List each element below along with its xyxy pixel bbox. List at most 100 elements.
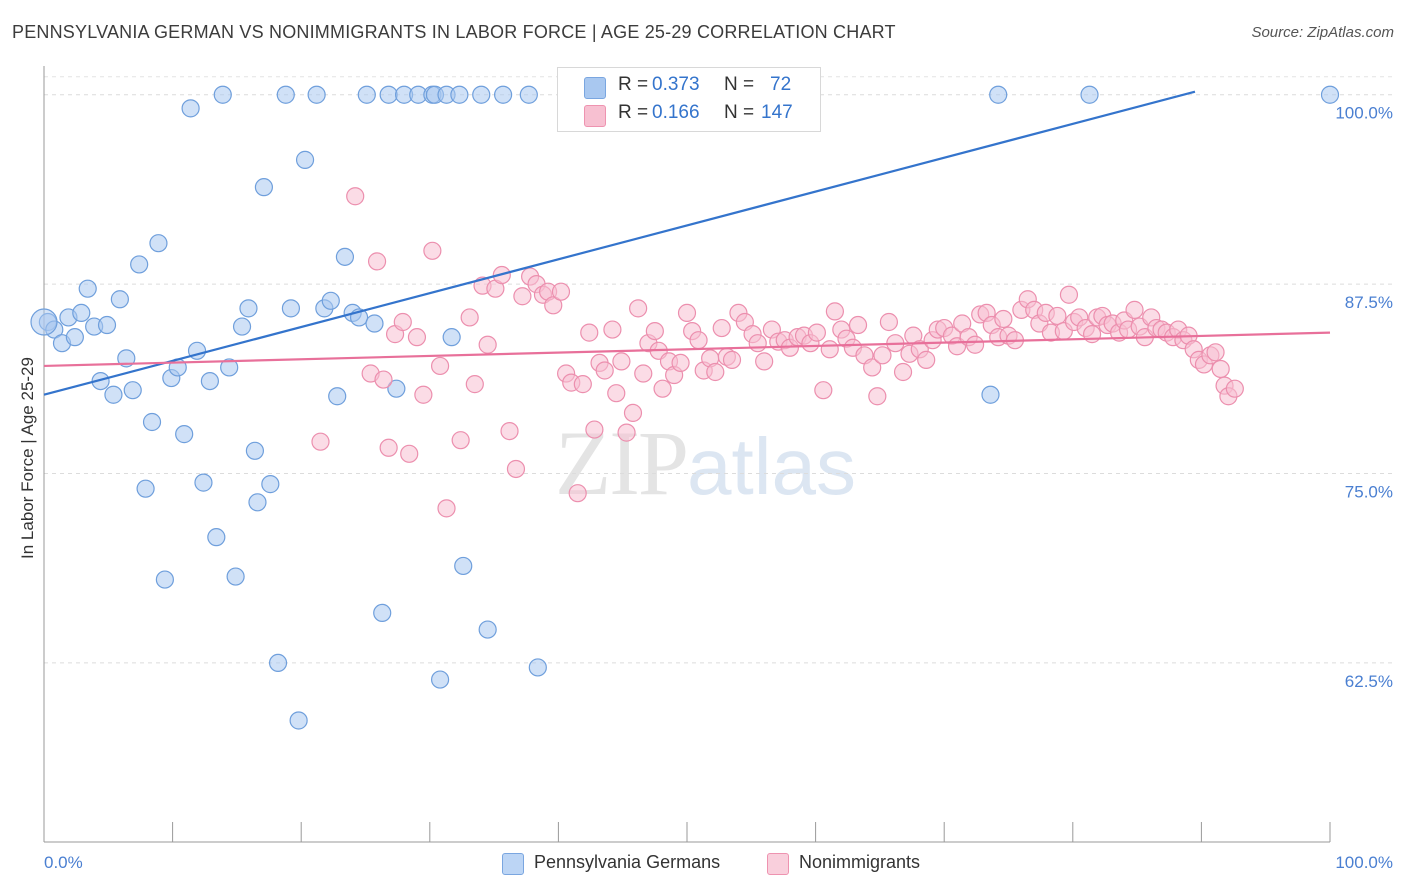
data-point-pennsylvania-germans (989, 85, 1008, 104)
data-point-pennsylvania-germans (335, 247, 355, 266)
data-point-nonimmigrants (873, 346, 892, 365)
data-point-nonimmigrants (573, 375, 592, 394)
data-point-nonimmigrants (1225, 379, 1244, 398)
data-point-pennsylvania-germans (136, 479, 155, 498)
data-point-pennsylvania-germans (450, 85, 469, 104)
data-point-nonimmigrants (603, 320, 622, 339)
data-point-nonimmigrants (748, 334, 767, 353)
data-point-nonimmigrants (1125, 300, 1144, 319)
data-point-nonimmigrants (544, 296, 563, 315)
data-point-pennsylvania-germans (276, 85, 295, 104)
legend-swatch-blue (584, 77, 606, 99)
data-point-nonimmigrants (374, 370, 393, 389)
bottom-legend-swatch-pink (767, 853, 789, 875)
data-point-pennsylvania-germans (239, 299, 258, 318)
data-point-nonimmigrants (451, 431, 470, 450)
bottom-legend-label: Pennsylvania Germans (534, 852, 721, 872)
data-point-nonimmigrants (407, 328, 427, 347)
data-point-pennsylvania-germans (328, 387, 347, 406)
legend-n-label: N = (724, 102, 755, 123)
data-point-pennsylvania-germans (65, 328, 84, 347)
data-point-pennsylvania-germans (78, 279, 97, 298)
data-point-pennsylvania-germans (245, 441, 265, 460)
data-point-nonimmigrants (879, 312, 899, 332)
data-point-pennsylvania-germans (226, 567, 245, 586)
bottom-legend-swatch-blue (502, 853, 524, 875)
data-point-pennsylvania-germans (281, 299, 301, 318)
data-point-nonimmigrants (629, 299, 648, 318)
data-point-nonimmigrants (423, 241, 442, 260)
data-point-nonimmigrants (506, 459, 526, 479)
data-point-nonimmigrants (465, 375, 484, 394)
legend-n-label: N = (724, 74, 755, 95)
data-point-nonimmigrants (807, 323, 826, 342)
data-point-nonimmigrants (994, 309, 1013, 329)
data-point-pennsylvania-germans (321, 291, 340, 310)
data-point-nonimmigrants (513, 287, 532, 306)
data-point-pennsylvania-germans (104, 385, 123, 404)
data-point-nonimmigrants (437, 499, 456, 518)
legend-n-value: 72 (770, 74, 792, 95)
data-point-pennsylvania-germans (442, 328, 461, 347)
data-point-pennsylvania-germans (1320, 85, 1340, 104)
data-point-pennsylvania-germans (289, 711, 308, 730)
data-point-nonimmigrants (1059, 285, 1079, 304)
x-tick-label: 0.0% (44, 853, 83, 872)
data-point-pennsylvania-germans (30, 308, 58, 336)
data-point-nonimmigrants (645, 321, 664, 341)
legend-swatch-pink (584, 105, 606, 127)
data-point-nonimmigrants (965, 335, 985, 354)
legend-row-pennsylvania-germans: R = 0.373 N = 72 (558, 74, 820, 102)
data-point-pennsylvania-germans (175, 425, 194, 444)
data-point-nonimmigrants (1211, 359, 1230, 379)
legend-row-nonimmigrants: R = 0.166 N = 147 (558, 102, 820, 130)
data-point-nonimmigrants (612, 352, 631, 371)
y-tick-label: 62.5% (1345, 672, 1393, 691)
data-point-pennsylvania-germans (307, 85, 326, 104)
data-point-nonimmigrants (379, 438, 398, 457)
data-point-pennsylvania-germans (207, 528, 226, 547)
data-point-nonimmigrants (400, 444, 419, 463)
data-point-nonimmigrants (311, 432, 330, 451)
data-point-nonimmigrants (568, 484, 587, 503)
legend-r-value: 0.373 (652, 74, 700, 95)
data-point-nonimmigrants (712, 318, 731, 338)
data-point-pennsylvania-germans (123, 381, 142, 400)
data-point-nonimmigrants (393, 312, 412, 332)
data-point-pennsylvania-germans (97, 315, 117, 335)
data-point-nonimmigrants (893, 362, 913, 382)
data-point-nonimmigrants (634, 364, 653, 383)
data-point-pennsylvania-germans (454, 556, 473, 576)
data-point-pennsylvania-germans (248, 493, 267, 512)
data-point-nonimmigrants (917, 350, 936, 369)
data-point-pennsylvania-germans (194, 473, 213, 492)
data-point-nonimmigrants (863, 358, 882, 377)
data-point-nonimmigrants (653, 379, 672, 398)
data-point-nonimmigrants (414, 385, 433, 404)
data-point-nonimmigrants (595, 361, 614, 380)
data-point-nonimmigrants (478, 335, 497, 354)
data-point-pennsylvania-germans (365, 314, 384, 333)
data-point-pennsylvania-germans (373, 603, 392, 623)
data-point-nonimmigrants (430, 356, 450, 376)
data-point-pennsylvania-germans (981, 385, 1000, 404)
data-point-nonimmigrants (677, 303, 697, 323)
data-point-nonimmigrants (755, 352, 774, 371)
data-point-nonimmigrants (1082, 325, 1102, 344)
data-point-nonimmigrants (848, 315, 868, 335)
data-point-pennsylvania-germans (1080, 85, 1099, 104)
data-point-pennsylvania-germans (72, 303, 91, 323)
data-point-pennsylvania-germans (519, 85, 538, 104)
data-point-nonimmigrants (689, 331, 708, 350)
data-point-nonimmigrants (706, 362, 725, 382)
data-point-nonimmigrants (825, 302, 844, 321)
data-point-nonimmigrants (671, 353, 690, 373)
data-point-pennsylvania-germans (155, 570, 174, 589)
data-point-pennsylvania-germans (379, 85, 398, 104)
data-point-pennsylvania-germans (268, 653, 288, 673)
data-point-pennsylvania-germans (254, 178, 274, 197)
watermark-atlas: atlas (687, 422, 856, 511)
data-point-pennsylvania-germans (261, 475, 280, 494)
y-tick-label: 75.0% (1345, 483, 1393, 502)
